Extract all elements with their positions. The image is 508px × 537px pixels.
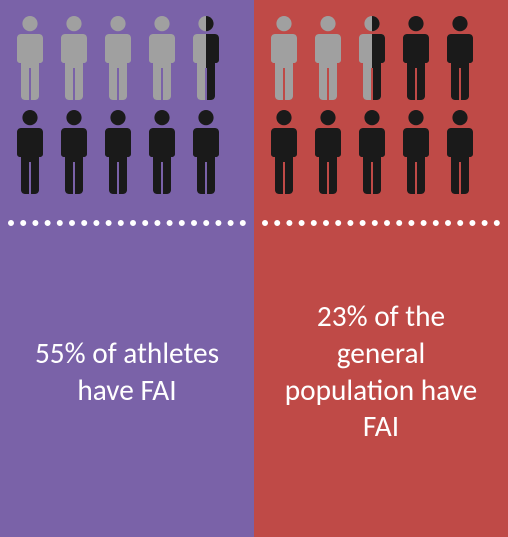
- person-icon: [98, 14, 138, 102]
- person-icon: [186, 108, 226, 196]
- caption: 55% of athletes have FAI: [0, 226, 254, 537]
- person-icon: [186, 14, 226, 102]
- person-icon: [352, 14, 392, 102]
- person-icon: [54, 108, 94, 196]
- person-icon: [10, 108, 50, 196]
- person-icon: [264, 108, 304, 196]
- person-icon: [264, 14, 304, 102]
- person-icon: [142, 14, 182, 102]
- pictogram-row: [264, 14, 498, 102]
- person-icon: [440, 14, 480, 102]
- person-icon: [396, 14, 436, 102]
- person-icon: [308, 14, 348, 102]
- caption-text: 55% of athletes have FAI: [24, 335, 230, 408]
- person-icon: [10, 14, 50, 102]
- person-icon: [98, 108, 138, 196]
- pictogram-row: [10, 14, 244, 102]
- panel-athletes: 55% of athletes have FAI: [0, 0, 254, 537]
- caption-text: 23% of the general population have FAI: [278, 298, 484, 445]
- pictogram-row: [10, 108, 244, 196]
- pictogram-grid: [254, 0, 508, 206]
- person-icon: [54, 14, 94, 102]
- person-icon: [396, 108, 436, 196]
- person-icon: [142, 108, 182, 196]
- pictogram-row: [264, 108, 498, 196]
- pictogram-grid: [0, 0, 254, 206]
- infographic: 55% of athletes have FAI 23% of the gener…: [0, 0, 508, 537]
- panel-general: 23% of the general population have FAI: [254, 0, 508, 537]
- person-icon: [308, 108, 348, 196]
- caption: 23% of the general population have FAI: [254, 226, 508, 537]
- person-icon: [440, 108, 480, 196]
- person-icon: [352, 108, 392, 196]
